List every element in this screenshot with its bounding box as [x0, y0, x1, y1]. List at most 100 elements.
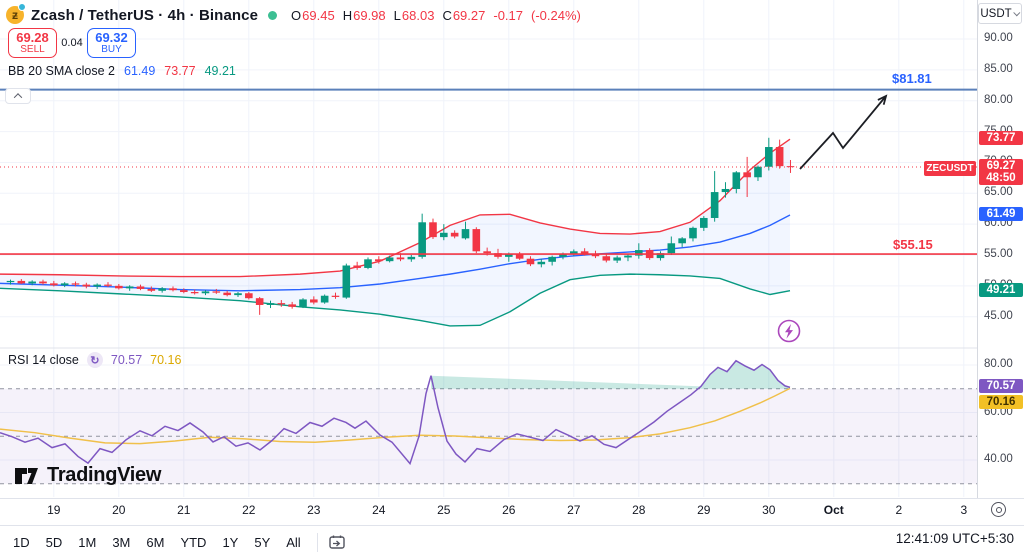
candle-body [700, 217, 708, 228]
candle-body [320, 295, 329, 303]
candle-body [570, 251, 578, 254]
candle-body [28, 281, 36, 284]
rsi-settings-icon[interactable]: ↻ [86, 352, 103, 368]
bb-upper-line [0, 138, 791, 278]
go-to-date-icon[interactable] [328, 533, 346, 551]
range-button-ytd[interactable]: YTD [180, 534, 207, 550]
time-axis[interactable]: 19 20 21 22 23 24 25 26 27 28 29 30 Oct 2 3 [0, 498, 1024, 520]
buy-label: BUY [101, 43, 122, 55]
chevron-up-icon [13, 93, 23, 102]
bb-upper-value: 73.77 [164, 64, 196, 78]
high-label: H [342, 7, 353, 23]
candle-body [212, 291, 221, 293]
candle-body [591, 253, 600, 257]
tradingview-logo[interactable]: TradingView [14, 464, 161, 487]
candle-body [580, 251, 589, 254]
symbol-title[interactable]: Zcash / TetherUS · 4h · Binance [31, 6, 259, 24]
bottom-toolbar: 1D 5D 1M 3M 6M YTD 1Y 5Y All [0, 525, 1024, 558]
candle-body [158, 288, 166, 291]
range-button-1d[interactable]: 1D [13, 534, 30, 550]
chart-canvas[interactable] [0, 0, 1024, 520]
last-price-tag: 69.27 48:50 [979, 158, 1023, 185]
range-button-1m[interactable]: 1M [78, 534, 97, 550]
market-status-icon[interactable] [268, 10, 278, 20]
change-value: -0.17 [493, 7, 524, 23]
currency-selector[interactable]: USDT [978, 3, 1022, 24]
chevron-down-icon [1012, 9, 1020, 17]
bb-fill [0, 139, 790, 326]
timezone-settings-icon[interactable] [991, 502, 1006, 517]
symbol-header[interactable]: ƶ Zcash / TetherUS · 4h · Binance O 69.45… [6, 3, 581, 26]
candle-body [17, 280, 26, 284]
candle-body [288, 304, 296, 307]
candle-body [180, 290, 188, 293]
price-tick-label: 80.00 [984, 93, 1013, 106]
price-tick-label: 65.00 [984, 186, 1013, 199]
range-button-1y[interactable]: 1Y [222, 534, 239, 550]
candle-body [396, 257, 405, 260]
bb-indicator-legend[interactable]: BB 20 SMA close 2 61.49 73.77 49.21 [8, 64, 236, 78]
candle-body [635, 250, 643, 256]
candle-body [147, 288, 156, 291]
candle-body [299, 299, 307, 307]
candle-body [407, 256, 416, 260]
candle-body [136, 286, 145, 289]
range-button-6m[interactable]: 6M [146, 534, 165, 550]
candle-body [310, 299, 318, 303]
sell-button[interactable]: 69.28 SELL [8, 28, 57, 58]
range-button-5y[interactable]: 5Y [254, 534, 271, 550]
high-value: 69.98 [353, 7, 386, 23]
upper-band-price-tag: 73.77 [979, 131, 1023, 146]
candle-body [190, 292, 199, 294]
range-button-all[interactable]: All [286, 534, 301, 550]
candle-body [483, 251, 491, 254]
clock-timezone[interactable]: 12:41:09 UTC+5:30 [895, 531, 1014, 546]
rsi-value-tag: 70.57 [979, 379, 1023, 394]
buy-price: 69.32 [95, 29, 128, 45]
price-tick-label: 90.00 [984, 32, 1013, 45]
target-price-annotation[interactable]: $81.81 [892, 71, 932, 86]
candle-body [429, 222, 437, 238]
buy-button[interactable]: 69.32 BUY [87, 28, 136, 58]
time-tick-label: 2 [895, 503, 903, 517]
tradingview-mark-icon [15, 467, 38, 484]
rsi-tick-label: 40.00 [984, 453, 1013, 465]
pane-collapse-button[interactable] [5, 88, 31, 104]
candle-body [385, 257, 394, 262]
candle-body [494, 253, 502, 257]
rsi-tick-label: 80.00 [984, 358, 1013, 370]
ohlc-values: O 69.45 H 69.98 L 68.03 C 69.27 -0.17 (-0.24… [291, 8, 581, 23]
candle-body [255, 298, 264, 305]
candle-body [71, 283, 80, 285]
price-axis[interactable]: USDT 90.0085.0080.0075.0070.0065.0060.00… [978, 0, 1024, 520]
projection-arrow[interactable] [799, 95, 887, 170]
candle-body [537, 261, 546, 265]
candle-body [60, 283, 69, 286]
candle-body [786, 166, 795, 168]
candle-body [721, 188, 730, 193]
time-tick-label: 23 [307, 503, 321, 517]
candle-body [342, 265, 351, 298]
rsi-indicator-legend[interactable]: RSI 14 close ↻ 70.57 70.16 [8, 352, 181, 368]
pair-badge-icon [18, 3, 26, 11]
trade-panel: 69.28 SELL 0.04 69.32 BUY [8, 28, 136, 58]
range-button-5d[interactable]: 5D [45, 534, 63, 550]
candle-body [201, 291, 210, 294]
sell-label: SELL [20, 43, 45, 55]
lower-band-price-tag: 49.21 [979, 282, 1023, 297]
time-tick-label: 28 [632, 503, 646, 517]
candle-body [526, 258, 535, 265]
candle-body [104, 284, 112, 286]
candle-body [115, 285, 123, 289]
time-tick-label: 27 [567, 503, 581, 517]
close-label: C [442, 7, 452, 23]
symbol-price-tag: ZECUSDT [924, 161, 976, 176]
candle-body [743, 172, 751, 178]
range-button-3m[interactable]: 3M [112, 534, 131, 550]
candle-body [331, 295, 340, 297]
candle-body [245, 293, 253, 299]
currency-label: USDT [980, 7, 1012, 20]
support-price-annotation[interactable]: $55.15 [893, 237, 933, 252]
candle-body [125, 286, 134, 289]
